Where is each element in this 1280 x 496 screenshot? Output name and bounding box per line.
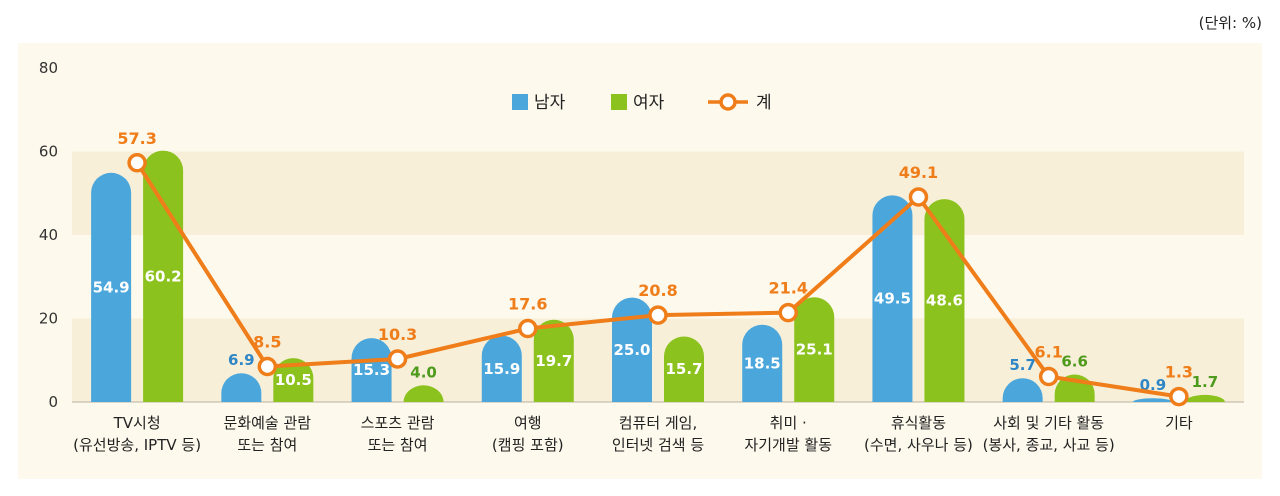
female-value-label: 25.1 <box>796 341 833 359</box>
legend-swatch-female <box>611 94 627 110</box>
y-tick-label: 40 <box>39 226 58 244</box>
total-value-label: 10.3 <box>378 325 417 344</box>
x-category-label: (봉사, 종교, 사교 등) <box>983 436 1115 454</box>
female-value-label: 15.7 <box>665 360 702 378</box>
x-category-label: 또는 참여 <box>237 436 297 454</box>
total-point <box>1038 366 1059 387</box>
female-bar <box>1184 394 1225 402</box>
total-point <box>1169 386 1189 407</box>
male-bar <box>481 335 522 402</box>
male-bar <box>221 373 262 402</box>
female-bar <box>143 150 184 402</box>
female-bar <box>273 358 314 402</box>
x-category-label: (유선방송, IPTV 등) <box>73 436 201 454</box>
x-category-label: 기타 <box>1165 414 1193 432</box>
x-category-label: 인터넷 검색 등 <box>612 436 705 454</box>
male-value-label: 6.9 <box>228 351 255 369</box>
total-value-label: 6.1 <box>1034 343 1062 362</box>
female-value-label: 10.5 <box>275 371 312 389</box>
x-category-label: 휴식활동 <box>891 414 946 432</box>
total-point <box>257 356 278 377</box>
x-category-label: 컴퓨터 게임, <box>619 414 698 432</box>
y-tick-label: 20 <box>39 310 58 328</box>
y-tick-label: 60 <box>39 143 58 161</box>
x-category-label: 취미 · <box>770 414 807 432</box>
total-point <box>518 318 538 339</box>
grid-band <box>72 151 1244 235</box>
legend-label-male: 남자 <box>534 93 566 113</box>
male-value-label: 5.7 <box>1009 356 1036 374</box>
female-value-label: 19.7 <box>535 352 572 370</box>
female-value-label: 60.2 <box>145 267 182 285</box>
male-bar <box>1132 398 1173 402</box>
total-value-label: 8.5 <box>253 333 281 352</box>
female-value-label: 4.0 <box>410 363 437 381</box>
total-point <box>387 349 408 369</box>
grid-band <box>72 68 1244 152</box>
legend-swatch-male <box>512 94 528 110</box>
x-category-label: 또는 참여 <box>368 436 428 454</box>
total-value-label: 49.1 <box>899 163 938 182</box>
x-category-label: 스포츠 관람 <box>361 414 435 432</box>
y-tick-label: 0 <box>48 393 58 411</box>
female-value-label: 48.6 <box>926 292 963 310</box>
male-bar <box>612 297 652 402</box>
total-value-label: 57.3 <box>117 129 156 148</box>
male-value-label: 54.9 <box>93 278 130 296</box>
x-category-label: (수면, 사우나 등) <box>864 436 973 454</box>
total-point <box>648 305 668 325</box>
x-category-label: 여행 <box>514 414 542 432</box>
female-bar <box>403 385 444 402</box>
female-bar <box>794 297 835 402</box>
x-category-label: (캠핑 포함) <box>492 436 564 454</box>
total-value-label: 1.3 <box>1165 363 1193 382</box>
y-tick-label: 80 <box>39 59 58 77</box>
x-category-label: TV시청 <box>113 414 161 432</box>
legend-label-female: 여자 <box>633 93 665 113</box>
total-point <box>127 153 147 173</box>
total-value-label: 17.6 <box>508 295 547 314</box>
male-value-label: 49.5 <box>874 290 911 308</box>
x-category-label: 자기개발 활동 <box>744 436 832 454</box>
x-category-label: 문화예술 관람 <box>224 414 312 432</box>
male-bar <box>91 172 132 402</box>
male-bar <box>872 195 913 402</box>
male-value-label: 25.0 <box>613 341 650 359</box>
male-value-label: 15.3 <box>353 361 390 379</box>
total-value-label: 20.8 <box>638 281 677 300</box>
female-bar <box>533 319 574 402</box>
male-bar <box>1002 378 1043 402</box>
grid-band <box>72 235 1244 319</box>
male-value-label: 18.5 <box>744 354 781 372</box>
female-value-label: 6.6 <box>1061 352 1088 370</box>
legend-label-total: 계 <box>756 93 772 113</box>
male-bar <box>742 324 783 402</box>
legend-marker-total <box>719 93 737 111</box>
total-value-label: 21.4 <box>768 279 807 298</box>
total-point <box>908 187 929 207</box>
male-bar <box>351 338 392 402</box>
female-bar <box>664 336 704 402</box>
unit-label: (단위: %) <box>1198 14 1262 32</box>
total-point <box>778 302 798 323</box>
male-value-label: 15.9 <box>483 360 520 378</box>
x-category-label: 사회 및 기타 활동 <box>993 414 1104 432</box>
female-value-label: 1.7 <box>1192 373 1219 391</box>
